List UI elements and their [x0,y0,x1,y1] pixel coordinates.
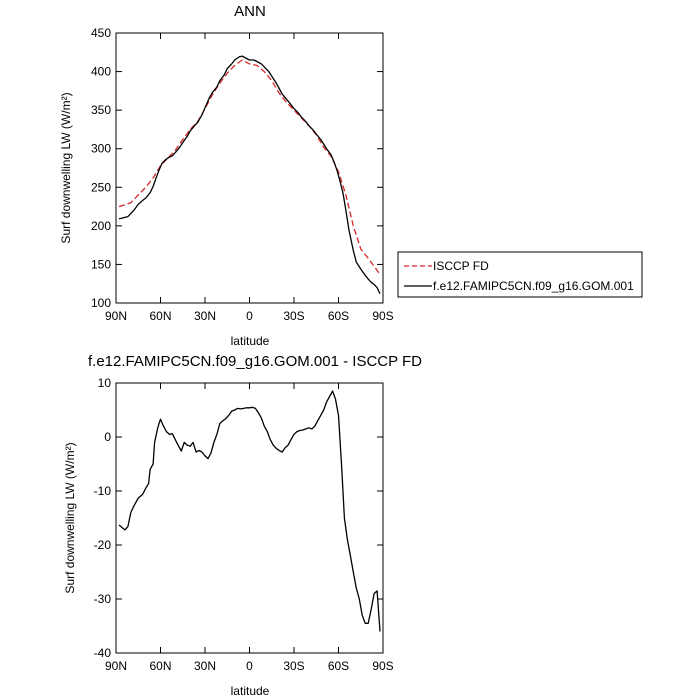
top-y-axis-label: Surf downwelling LW (W/m²) [59,92,73,243]
top-x-tick-label: 90S [372,309,393,323]
top-x-axis-label: latitude [231,334,270,348]
legend-label-model: f.e12.FAMIPC5CN.f09_g16.GOM.001 [433,279,634,293]
bottom-y-tick-label: -20 [94,538,112,552]
top-x-axis: 90N 60N 30N 0 30S 60S 90S [105,33,394,323]
top-series-line-isccp [118,59,381,275]
top-x-tick-label: 0 [246,309,253,323]
bottom-x-tick-label: 30S [283,659,304,673]
top-x-tick-label: 30N [194,309,216,323]
top-y-tick-label: 150 [91,257,111,271]
top-y-axis: 100 150 200 250 300 350 400 450 [91,26,383,310]
bottom-x-tick-label: 60N [149,659,171,673]
top-x-tick-label: 60S [328,309,349,323]
top-y-tick-label: 250 [91,180,111,194]
bottom-x-tick-label: 90S [372,659,393,673]
bottom-chart-title: f.e12.FAMIPC5CN.f09_g16.GOM.001 - ISCCP … [88,353,422,370]
bottom-y-tick-label: 0 [104,430,111,444]
bottom-x-axis: 90N 60N 30N 0 30S 60S 90S [105,383,394,673]
bottom-x-axis-label: latitude [231,684,270,698]
bottom-x-tick-label: 60S [328,659,349,673]
bottom-y-tick-label: 10 [98,376,112,390]
top-y-tick-label: 400 [91,65,111,79]
bottom-plot-frame [115,382,384,654]
legend-label-isccp: ISCCP FD [433,259,489,273]
top-series-line-model [118,55,381,294]
bottom-series-group [118,390,381,632]
bottom-x-tick-label: 0 [246,659,253,673]
top-plot-frame [115,32,384,304]
top-x-tick-label: 90N [105,309,127,323]
top-y-tick-label: 100 [91,296,111,310]
bottom-y-axis: -40 -30 -20 -10 0 10 [94,376,383,660]
top-y-tick-label: 450 [91,26,111,40]
top-chart-title: ANN [234,3,266,20]
bottom-series-line-model [118,390,381,632]
bottom-y-tick-label: -30 [94,592,112,606]
top-x-tick-label: 60N [149,309,171,323]
top-x-tick-label: 30S [283,309,304,323]
top-y-tick-label: 200 [91,219,111,233]
bottom-x-tick-label: 30N [194,659,216,673]
top-series-group [118,55,381,294]
legend-box [397,251,643,298]
bottom-x-tick-label: 90N [105,659,127,673]
legend: ISCCP FD f.e12.FAMIPC5CN.f09_g16.GOM.001 [397,251,643,298]
top-y-tick-label: 350 [91,103,111,117]
panel-top-annual: ANN 100 150 200 250 300 350 400 450 90N 60N 30N 0 3… [59,3,394,348]
bottom-y-tick-label: -40 [94,646,112,660]
panel-bottom-difference: f.e12.FAMIPC5CN.f09_g16.GOM.001 - ISCCP … [63,353,422,698]
bottom-y-tick-label: -10 [94,484,112,498]
bottom-y-axis-label: Surf downwelling LW (W/m²) [63,442,77,593]
top-y-tick-label: 300 [91,142,111,156]
